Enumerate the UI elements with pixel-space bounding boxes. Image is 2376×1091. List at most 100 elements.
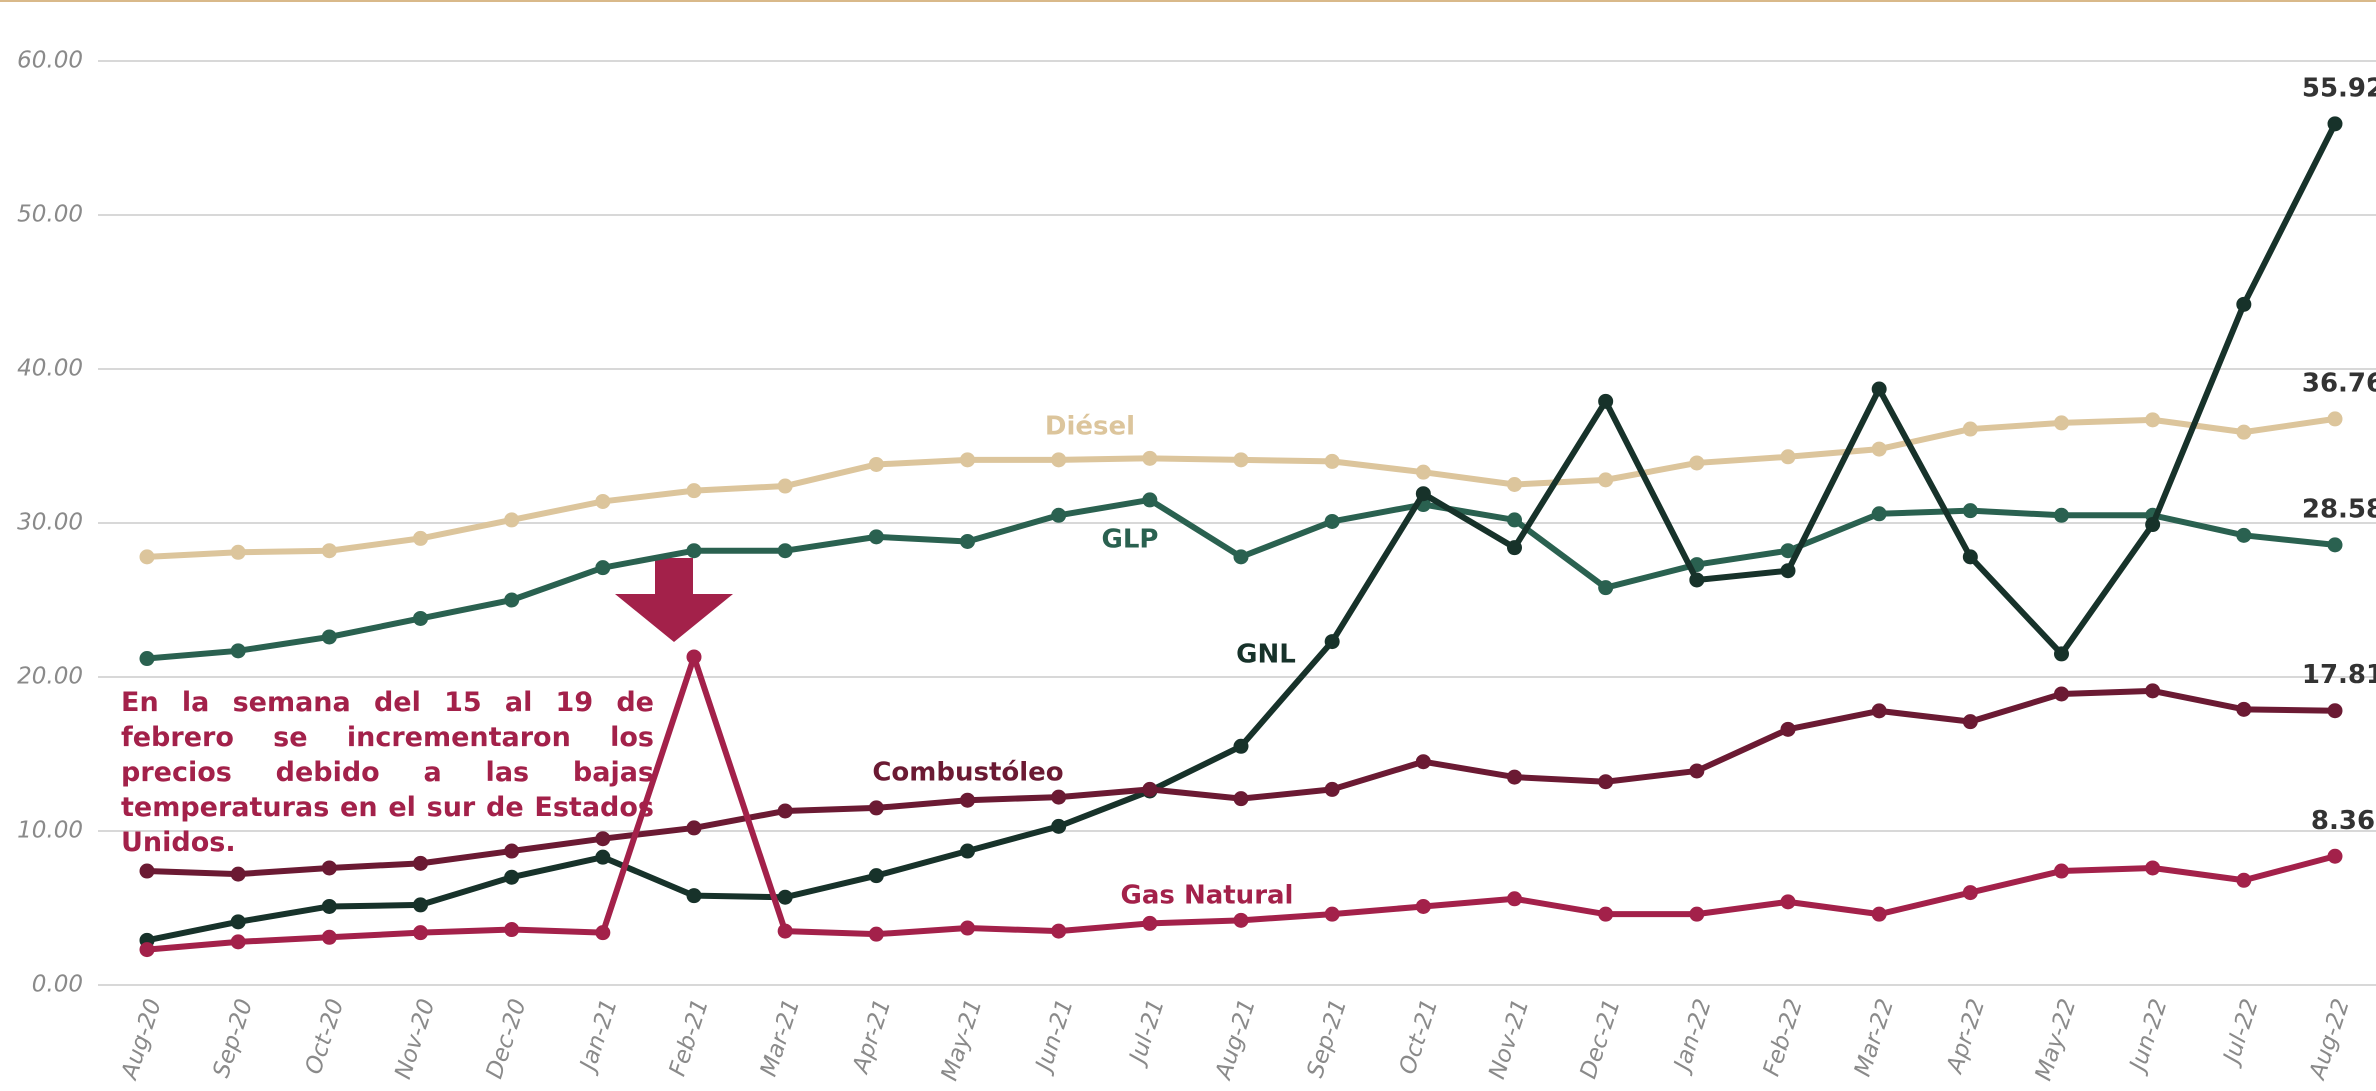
- point: [2327, 848, 2343, 864]
- point: [413, 855, 428, 871]
- point: [1415, 898, 1431, 914]
- point: [2054, 646, 2069, 662]
- point: [595, 493, 611, 509]
- point: [2145, 860, 2161, 876]
- y-tick-label: 50.00: [17, 202, 83, 228]
- point: [2145, 683, 2161, 699]
- y-tick-label: 0.00: [32, 972, 83, 998]
- point: [1324, 781, 1340, 797]
- x-tick-label: Aug-21: [1210, 996, 1261, 1084]
- x-tick-label: Dec-20: [481, 996, 531, 1082]
- x-tick-label: Mar-22: [1850, 996, 1899, 1080]
- point: [1780, 894, 1796, 910]
- y-tick-label: 30.00: [17, 510, 83, 536]
- value-label: 36.76: [2302, 368, 2376, 398]
- point: [2327, 537, 2343, 553]
- point: [230, 643, 246, 659]
- point: [1598, 472, 1614, 488]
- x-tick-label: Aug-20: [116, 996, 167, 1084]
- point: [1324, 906, 1340, 922]
- point: [1142, 781, 1158, 797]
- point: [413, 925, 428, 941]
- point: [2236, 527, 2252, 543]
- x-tick-label: Nov-21: [1484, 996, 1534, 1082]
- value-label: 8.36: [2311, 806, 2375, 836]
- point: [504, 592, 520, 608]
- point: [1962, 503, 1978, 519]
- point: [595, 560, 611, 576]
- point: [413, 530, 428, 546]
- x-tick-label: Apr-22: [1941, 996, 1990, 1078]
- point: [1780, 449, 1796, 465]
- value-label: 55.92: [2302, 73, 2376, 103]
- x-tick-label: Sep-20: [208, 996, 258, 1081]
- x-tick-label: Feb-21: [665, 996, 714, 1080]
- point: [1871, 441, 1887, 457]
- point: [1324, 513, 1340, 529]
- series-name: GLP: [1102, 525, 1159, 555]
- point: [1507, 769, 1522, 785]
- x-tick-label: Sep-21: [1302, 996, 1352, 1081]
- point: [1233, 452, 1249, 468]
- series-name: GNL: [1236, 640, 1296, 670]
- y-tick-label: 40.00: [17, 356, 83, 382]
- point: [1780, 721, 1796, 737]
- point: [1962, 885, 1978, 901]
- point: [595, 831, 611, 847]
- point: [1871, 381, 1887, 397]
- point: [1598, 774, 1614, 790]
- point: [230, 934, 246, 950]
- point: [1507, 540, 1522, 556]
- point: [2236, 424, 2252, 440]
- annotation: En la semana del 15 al 19 de febrero se …: [121, 687, 654, 858]
- point: [230, 866, 246, 882]
- point: [1962, 714, 1978, 730]
- point: [504, 922, 520, 938]
- value-label: 17.81: [2302, 660, 2376, 690]
- point: [1051, 789, 1067, 805]
- point: [1051, 818, 1067, 834]
- point: [504, 869, 520, 885]
- point: [1415, 486, 1431, 502]
- point: [2054, 415, 2069, 431]
- arrow: [615, 558, 733, 642]
- point: [960, 452, 975, 468]
- point: [868, 926, 884, 942]
- point: [1871, 703, 1887, 719]
- point: [1142, 492, 1158, 508]
- point: [504, 512, 520, 528]
- point: [1233, 549, 1249, 565]
- point: [960, 843, 975, 859]
- point: [960, 792, 975, 808]
- point: [2236, 872, 2252, 888]
- series-name: Combustóleo: [872, 758, 1063, 788]
- point: [321, 860, 337, 876]
- point: [1780, 543, 1796, 559]
- x-tick-label: Oct-21: [1395, 996, 1444, 1078]
- x-tick-label: Nov-20: [390, 996, 440, 1082]
- point: [1233, 912, 1249, 928]
- series-name: Gas Natural: [1121, 881, 1294, 911]
- x-tick-label: Jun-22: [2124, 996, 2173, 1078]
- point: [686, 483, 702, 499]
- point: [2054, 686, 2069, 702]
- point: [1507, 891, 1522, 907]
- series-name: Diésel: [1045, 412, 1135, 442]
- x-tick-label: Jun-21: [1030, 996, 1079, 1078]
- point: [321, 543, 337, 559]
- point: [230, 914, 246, 930]
- x-tick-label: Dec-21: [1575, 996, 1625, 1082]
- point: [2327, 411, 2343, 427]
- point: [868, 868, 884, 884]
- point: [777, 889, 793, 905]
- point: [1780, 563, 1796, 579]
- point: [321, 898, 337, 914]
- point: [1415, 464, 1431, 480]
- x-tick-label: Aug-22: [2304, 996, 2355, 1084]
- point: [868, 456, 884, 472]
- point: [777, 543, 793, 559]
- point: [1507, 477, 1522, 492]
- point: [1689, 455, 1705, 471]
